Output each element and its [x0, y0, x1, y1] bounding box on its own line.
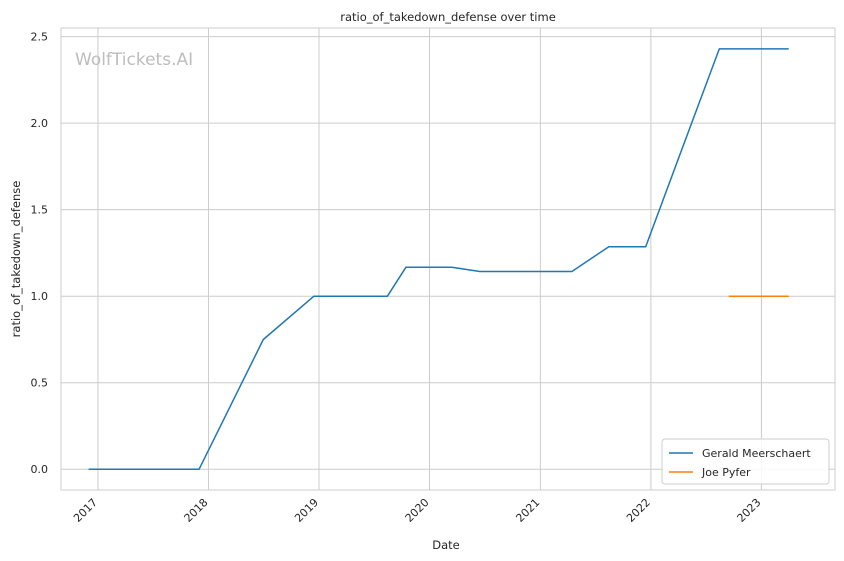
- watermark-text: WolfTickets.AI: [75, 50, 193, 70]
- chart-title: ratio_of_takedown_defense over time: [340, 10, 556, 24]
- y-tick-label: 2.5: [31, 31, 49, 44]
- y-axis-label: ratio_of_takedown_defense: [9, 181, 23, 338]
- legend-label-gerald-meerschaert: Gerald Meerschaert: [702, 447, 811, 460]
- y-tick-label: 2.0: [31, 117, 49, 130]
- series-lines: [88, 48, 789, 470]
- grid-lines: [61, 28, 835, 490]
- plot-area: [60, 27, 836, 491]
- y-tick-label: 0.5: [31, 377, 49, 390]
- y-tick-labels: 0.0 0.5 1.0 1.5 2.0 2.5: [31, 31, 49, 477]
- legend: Gerald Meerschaert Joe Pyfer: [661, 438, 830, 485]
- series-line-gerald-meerschaert: [88, 48, 789, 470]
- y-tick-label: 1.0: [31, 290, 49, 303]
- legend-box: [661, 438, 830, 485]
- x-axis-label: Date: [432, 538, 460, 552]
- y-tick-label: 0.0: [31, 463, 49, 476]
- y-tick-label: 1.5: [31, 204, 49, 217]
- legend-label-joe-pyfer: Joe Pyfer: [701, 466, 751, 479]
